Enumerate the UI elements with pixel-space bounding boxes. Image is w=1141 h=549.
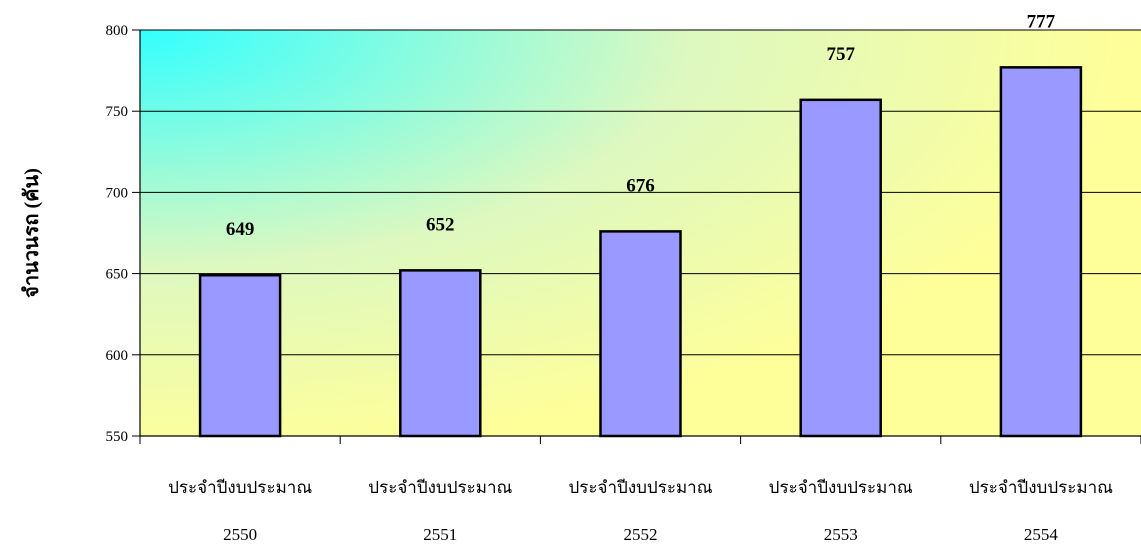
x-tick-label: ประจำปีงบประมาณ xyxy=(168,478,312,497)
x-tick-label: ประจำปีงบประมาณ xyxy=(568,478,712,497)
data-label: 649 xyxy=(226,219,255,240)
x-tick-label: 2551 xyxy=(423,525,457,544)
y-tick-label: 800 xyxy=(106,23,129,39)
bar xyxy=(198,273,282,438)
x-axis: ประจำปีงบประมาณ 2550 ประจำปีงบประมาณ 2551 ปร… xyxy=(139,435,1141,544)
y-tick-label: 700 xyxy=(106,185,129,201)
x-tick-label: 2552 xyxy=(624,525,658,544)
bars: 649 652 676 757 777 xyxy=(198,11,1083,438)
data-label: 676 xyxy=(626,175,655,196)
y-axis-title: จำนวนรถ (คัน) xyxy=(21,168,43,298)
x-tick-label: ประจำปีงบประมาณ xyxy=(769,478,913,497)
x-tick-label: ประจำปีงบประมาณ xyxy=(368,478,512,497)
x-tick-label: 2550 xyxy=(223,525,257,544)
bar xyxy=(399,269,482,438)
bar xyxy=(999,66,1083,438)
y-tick-label: 750 xyxy=(106,104,129,120)
x-tick-label: ประจำปีงบประมาณ xyxy=(969,478,1113,497)
x-tick-label: 2554 xyxy=(1024,525,1059,544)
data-label: 757 xyxy=(826,44,855,65)
x-tick-label: 2553 xyxy=(824,525,858,544)
data-label: 777 xyxy=(1027,11,1056,32)
y-tick-label: 650 xyxy=(106,267,129,283)
bar xyxy=(799,98,882,438)
y-tick-label: 550 xyxy=(106,429,129,445)
y-axis: 550 600 650 700 750 800 xyxy=(106,23,141,445)
y-tick-label: 600 xyxy=(106,348,129,364)
data-label: 652 xyxy=(426,214,455,235)
bar xyxy=(599,230,682,438)
